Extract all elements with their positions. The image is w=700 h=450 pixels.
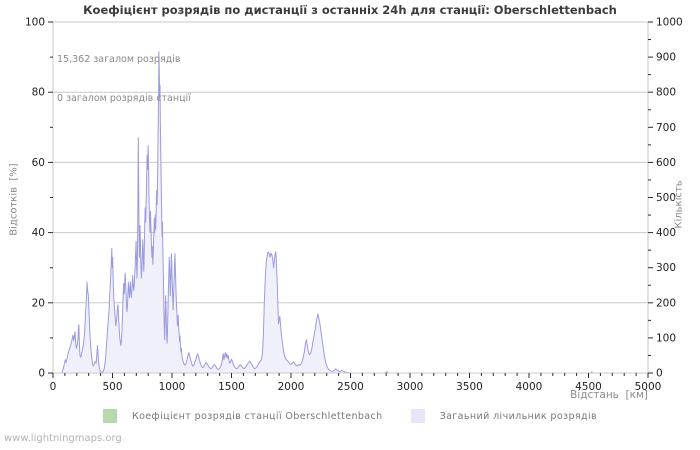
y-right-tick-label: 100	[656, 332, 676, 344]
x-tick-label: 500	[102, 381, 122, 393]
legend-label-total-counter: Загаьний лічильник розрядів	[439, 410, 598, 422]
x-tick-label: 1000	[159, 381, 186, 393]
totals-annotation: 15,362 загалом розрядів 0 загалом розряд…	[57, 27, 191, 118]
x-tick-label: 2000	[278, 381, 305, 393]
x-axis-label: Відстань [км]	[570, 389, 648, 401]
x-tick-label: 5000	[635, 381, 662, 393]
y-right-tick-label: 900	[656, 52, 676, 64]
y-right-tick-label: 200	[656, 297, 676, 309]
y-right-tick-label: 300	[656, 262, 676, 274]
total-strokes-text: 15,362 загалом розрядів	[57, 54, 181, 65]
y-left-tick-label: 20	[32, 297, 45, 309]
x-tick-label: 3000	[397, 381, 424, 393]
legend-label-station-coefficient: Коефіцієнт розрядів станції Oberschlette…	[131, 410, 383, 422]
total-strokes-series	[61, 51, 649, 374]
x-tick-label: 4000	[516, 381, 543, 393]
y-left-tick-label: 100	[25, 17, 45, 29]
y-axis-label-left: Відсотків [%]	[8, 163, 20, 236]
chart-title: Коефіцієнт розрядів по дистанції з остан…	[83, 3, 617, 17]
watermark: www.lightningmaps.org	[4, 433, 122, 444]
station-strokes-text: 0 загалом розрядів станції	[57, 93, 191, 104]
y-right-tick-label: 1000	[656, 17, 683, 29]
y-left-tick-label: 0	[38, 368, 45, 380]
y-right-tick-label: 800	[656, 87, 676, 99]
y-right-tick-label: 0	[656, 368, 663, 380]
legend: Коефіцієнт розрядів станції Oberschlette…	[0, 409, 700, 423]
y-left-tick-label: 60	[32, 157, 45, 169]
x-tick-label: 4500	[575, 381, 602, 393]
y-right-tick-label: 400	[656, 227, 676, 239]
y-right-tick-label: 600	[656, 157, 676, 169]
y-left-tick-label: 40	[32, 227, 45, 239]
x-tick-label: 0	[50, 381, 57, 393]
x-tick-label: 3500	[456, 381, 483, 393]
y-right-tick-label: 500	[656, 192, 676, 204]
y-left-tick-label: 80	[32, 87, 45, 99]
x-tick-label: 1500	[218, 381, 245, 393]
y-right-tick-label: 700	[656, 122, 676, 134]
y-axis-label-right: Кількість	[673, 180, 685, 229]
station-coefficient-swatch	[102, 409, 117, 423]
total-counter-swatch	[410, 409, 425, 423]
x-tick-label: 2500	[337, 381, 364, 393]
